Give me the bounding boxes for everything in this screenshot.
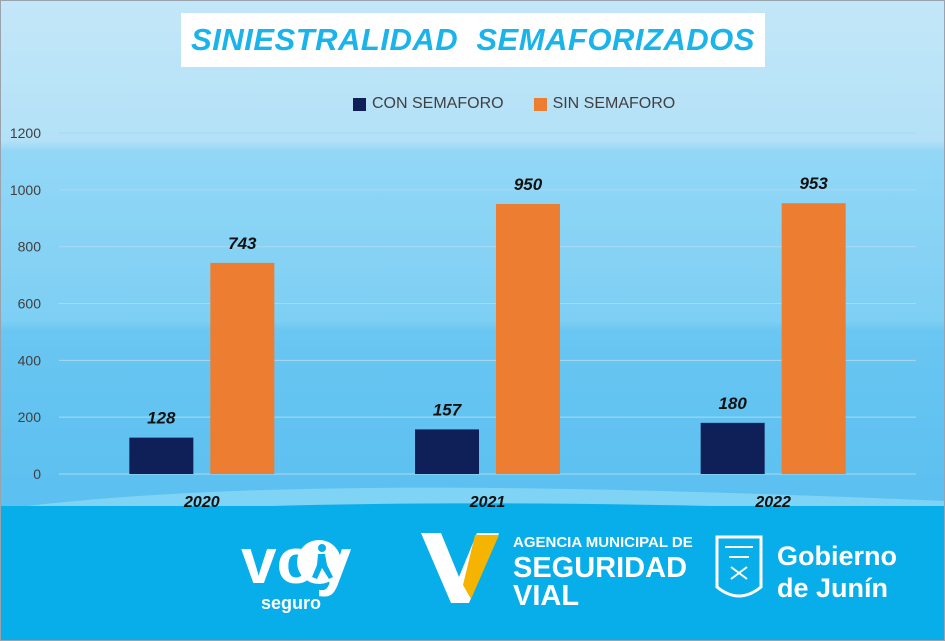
chart-title: SINIESTRALIDAD SEMAFORIZADOS: [191, 22, 755, 57]
y-tick-label: 800: [18, 239, 42, 255]
y-tick-label: 0: [33, 466, 41, 482]
data-label: 953: [799, 174, 828, 193]
data-label: 157: [433, 400, 463, 419]
legend-label-con: CON SEMAFORO: [372, 95, 504, 112]
bar-sin-2022: [781, 203, 846, 475]
data-label: 743: [228, 234, 257, 253]
legend-item-sin: SIN SEMAFORO: [533, 95, 676, 113]
bar-sin-2020: [210, 262, 275, 474]
legend-swatch-sin: [533, 97, 547, 111]
y-tick-label: 200: [18, 409, 42, 425]
y-tick-label: 1000: [10, 182, 41, 198]
gobierno-line2: de Junín: [777, 573, 888, 603]
x-category-label: 2021: [469, 494, 506, 511]
legend-label-sin: SIN SEMAFORO: [552, 95, 676, 112]
voy-logo-sub: seguro: [261, 593, 321, 613]
bar-con-2021: [415, 429, 479, 474]
gobierno-line1: Gobierno: [777, 541, 897, 571]
data-label: 950: [514, 175, 543, 194]
title-box: SINIESTRALIDAD SEMAFORIZADOS: [181, 13, 765, 67]
y-tick-label: 400: [18, 352, 42, 368]
bar-chart: 0 200 400 600 800 1000 1200 128 743 2020 157 950 202…: [10, 125, 916, 511]
y-tick-label: 1200: [10, 125, 41, 141]
walker-icon: [312, 544, 333, 579]
y-tick-label: 600: [18, 296, 42, 312]
x-category-label: 2020: [183, 494, 220, 511]
agencia-v-accent: [463, 535, 499, 599]
bar-sin-2021: [496, 204, 560, 474]
voy-seguro-logo: voy seguro: [241, 525, 352, 613]
agencia-logo: AGENCIA MUNICIPAL DE SEGURIDAD VIAL: [421, 533, 693, 612]
agencia-line1: AGENCIA MUNICIPAL DE: [513, 534, 693, 551]
gobierno-junin-logo: Gobierno de Junín: [715, 535, 897, 603]
agencia-line3: VIAL: [513, 580, 579, 612]
junin-shield-icon: [715, 535, 763, 598]
bar-con-2020: [129, 437, 194, 474]
x-category-label: 2022: [754, 494, 791, 511]
legend-item-con: CON SEMAFORO: [353, 95, 504, 113]
legend-swatch-con: [353, 97, 366, 111]
data-label: 128: [147, 409, 176, 428]
data-label: 180: [718, 394, 747, 413]
agencia-line2: SEGURIDAD: [513, 552, 687, 584]
logos-row: voy seguro AGENCIA MUNICIPAL DE SEGURIDA…: [241, 525, 897, 613]
legend: CON SEMAFORO SIN SEMAFORO: [353, 95, 705, 113]
junin-shield-detail: [725, 546, 753, 580]
bar-con-2022: [700, 422, 765, 474]
